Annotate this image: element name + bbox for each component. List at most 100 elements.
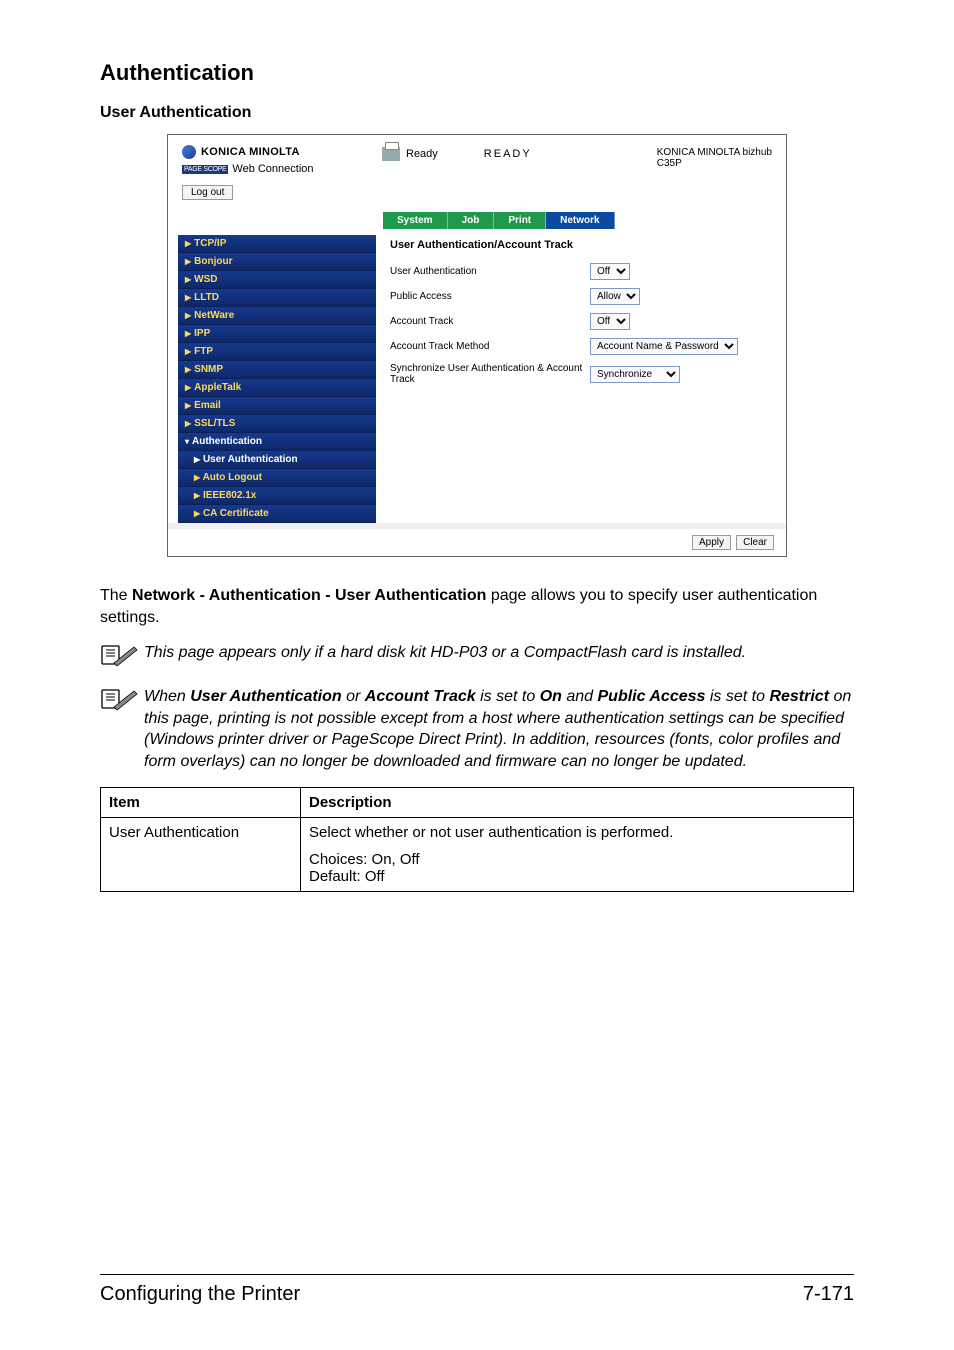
desc-block: Select whether or not user authenticatio… xyxy=(309,824,845,841)
model-line1: KONICA MINOLTA bizhub xyxy=(657,147,772,158)
intro-paragraph: The Network - Authentication - User Auth… xyxy=(100,585,854,628)
sidebar-item-label: SNMP xyxy=(194,364,223,375)
chevron-right-icon: ▶ xyxy=(185,365,191,374)
model-line2: C35P xyxy=(657,158,772,169)
screenshot-header: KONICA MINOLTA PAGE SCOPE Web Connection… xyxy=(168,135,786,181)
sidebar-sub-ca-cert[interactable]: ▶ CA Certificate xyxy=(178,505,376,523)
sidebar-sub-user-auth[interactable]: ▶ User Authentication xyxy=(178,451,376,469)
sidebar-item-label: LLTD xyxy=(194,292,219,303)
sidebar-item-label: IPP xyxy=(194,328,210,339)
b: On xyxy=(540,688,562,705)
apply-button[interactable]: Apply xyxy=(692,535,731,550)
panel-title: User Authentication/Account Track xyxy=(390,239,772,251)
sidebar-item-tcpip[interactable]: ▶TCP/IP xyxy=(178,235,376,253)
clear-button[interactable]: Clear xyxy=(736,535,774,550)
screenshot-footer: Apply Clear xyxy=(168,523,786,556)
pagescope-badge: PAGE SCOPE xyxy=(182,165,228,174)
sidebar-sub-auto-logout[interactable]: ▶ Auto Logout xyxy=(178,469,376,487)
tab-system[interactable]: System xyxy=(383,212,448,229)
note-icon xyxy=(100,686,134,716)
b: User Authentication xyxy=(190,688,341,705)
chevron-right-icon: ▶ xyxy=(185,329,191,338)
tab-bar: System Job Print Network xyxy=(383,212,786,229)
select-account-track-method[interactable]: Account Name & Password xyxy=(590,338,738,355)
th-description: Description xyxy=(301,787,854,817)
text: The xyxy=(100,587,132,604)
chevron-right-icon: ▶ xyxy=(185,383,191,392)
chevron-right-icon: ▶ xyxy=(194,491,200,500)
form-label: Account Track xyxy=(390,316,590,327)
table-header-row: Item Description xyxy=(101,787,854,817)
note-icon xyxy=(100,642,134,672)
sidebar-item-label: Email xyxy=(194,400,221,411)
web-connection-row: PAGE SCOPE Web Connection xyxy=(182,163,382,175)
chevron-right-icon: ▶ xyxy=(185,275,191,284)
td-item: User Authentication xyxy=(101,817,301,891)
t: is set to xyxy=(476,688,540,705)
row-account-track-method: Account Track Method Account Name & Pass… xyxy=(390,338,772,355)
th-item: Item xyxy=(101,787,301,817)
sidebar-item-wsd[interactable]: ▶WSD xyxy=(178,271,376,289)
sidebar-item-ftp[interactable]: ▶FTP xyxy=(178,343,376,361)
t: and xyxy=(562,688,598,705)
sidebar-item-label: Authentication xyxy=(192,436,262,447)
form-label: Public Access xyxy=(390,291,590,302)
sidebar-item-ssltls[interactable]: ▶SSL/TLS xyxy=(178,415,376,433)
brand-logo-icon xyxy=(182,145,196,159)
sidebar-item-ipp[interactable]: ▶IPP xyxy=(178,325,376,343)
section-heading: Authentication xyxy=(100,60,854,86)
table-row: User Authentication Select whether or no… xyxy=(101,817,854,891)
sidebar-item-authentication[interactable]: ▾Authentication xyxy=(178,433,376,451)
form-label: Synchronize User Authentication & Accoun… xyxy=(390,363,590,385)
logout-button[interactable]: Log out xyxy=(182,185,233,200)
logout-row: Log out xyxy=(168,181,786,206)
sidebar-item-appletalk[interactable]: ▶AppleTalk xyxy=(178,379,376,397)
select-sync[interactable]: Synchronize xyxy=(590,366,680,383)
printer-icon xyxy=(382,147,400,161)
form-label: User Authentication xyxy=(390,266,590,277)
subsection-heading: User Authentication xyxy=(100,104,854,122)
sidebar-item-snmp[interactable]: ▶SNMP xyxy=(178,361,376,379)
sidebar-item-netware[interactable]: ▶NetWare xyxy=(178,307,376,325)
sidebar-sub-label: User Authentication xyxy=(203,454,298,465)
chevron-right-icon: ▶ xyxy=(185,257,191,266)
description-table: Item Description User Authentication Sel… xyxy=(100,787,854,892)
chevron-right-icon: ▶ xyxy=(194,473,200,482)
tab-job[interactable]: Job xyxy=(448,212,495,229)
sidebar-sub-label: CA Certificate xyxy=(203,508,269,519)
chevron-right-icon: ▶ xyxy=(194,509,200,518)
sidebar-sub-label: IEEE802.1x xyxy=(203,490,256,501)
bold-path: Network - Authentication - User Authenti… xyxy=(132,587,486,604)
sidebar-item-label: NetWare xyxy=(194,310,234,321)
row-account-track: Account Track Off xyxy=(390,313,772,330)
note-text: This page appears only if a hard disk ki… xyxy=(144,642,746,664)
b: Public Access xyxy=(598,688,706,705)
sidebar-item-label: TCP/IP xyxy=(194,238,226,249)
row-sync: Synchronize User Authentication & Accoun… xyxy=(390,363,772,385)
select-user-auth[interactable]: Off xyxy=(590,263,630,280)
note-1: This page appears only if a hard disk ki… xyxy=(100,642,854,672)
status-block: Ready READY xyxy=(382,143,657,161)
choices-line: Choices: On, Off xyxy=(309,851,845,868)
t: is set to xyxy=(705,688,769,705)
default-line: Default: Off xyxy=(309,868,845,885)
chevron-right-icon: ▶ xyxy=(185,239,191,248)
status-ready-big: READY xyxy=(484,148,532,160)
select-account-track[interactable]: Off xyxy=(590,313,630,330)
sidebar-sub-ieee8021x[interactable]: ▶ IEEE802.1x xyxy=(178,487,376,505)
chevron-right-icon: ▶ xyxy=(185,401,191,410)
sidebar-item-email[interactable]: ▶Email xyxy=(178,397,376,415)
screenshot-body: ▶TCP/IP ▶Bonjour ▶WSD ▶LLTD ▶NetWare ▶IP… xyxy=(168,229,786,523)
tab-print[interactable]: Print xyxy=(494,212,546,229)
select-public-access[interactable]: Allow xyxy=(590,288,640,305)
sidebar-item-label: FTP xyxy=(194,346,213,357)
page-footer: Configuring the Printer 7-171 xyxy=(100,1274,854,1306)
row-user-auth: User Authentication Off xyxy=(390,263,772,280)
desc-block: Choices: On, Off Default: Off xyxy=(309,851,845,885)
web-connection-label: Web Connection xyxy=(232,163,313,175)
footer-left: Configuring the Printer xyxy=(100,1283,300,1306)
sidebar-item-lltd[interactable]: ▶LLTD xyxy=(178,289,376,307)
sidebar-item-bonjour[interactable]: ▶Bonjour xyxy=(178,253,376,271)
main-panel: User Authentication/Account Track User A… xyxy=(376,229,786,523)
tab-network[interactable]: Network xyxy=(546,212,614,229)
